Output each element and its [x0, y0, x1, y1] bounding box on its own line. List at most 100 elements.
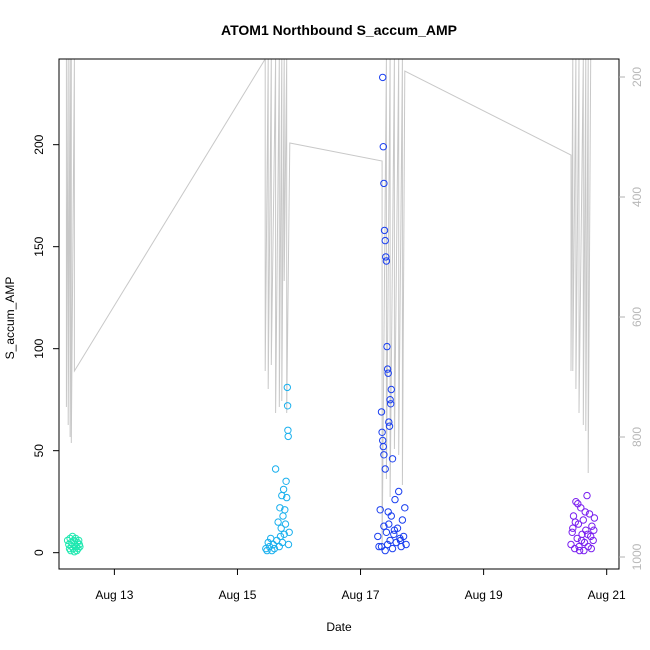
data-point-s1-27: [284, 432, 292, 441]
data-point-s2-1: [375, 542, 383, 551]
data-point-s2-42: [380, 522, 388, 530]
data-point-s1-24: [283, 383, 291, 392]
data-point-s3-27: [590, 526, 598, 534]
data-point-s2-8: [381, 236, 389, 245]
data-point-s0-16: [74, 544, 82, 553]
y2-tick-label-0: 200: [630, 67, 644, 87]
data-point-s2-27: [385, 520, 393, 528]
data-point-s2-4: [379, 73, 387, 82]
data-point-s2-31: [390, 530, 398, 538]
data-point-s1-13: [276, 532, 285, 541]
data-point-s3-2: [569, 512, 578, 520]
x-tick-label-0: Aug 13: [95, 588, 133, 602]
data-point-s3-21: [575, 542, 583, 551]
data-point-s2-40: [401, 504, 409, 512]
data-point-s2-25: [382, 528, 391, 536]
plot-frame: [58, 58, 620, 570]
data-point-s3-17: [588, 522, 596, 530]
data-point-s2-23: [381, 465, 389, 473]
data-point-s1-3: [265, 542, 274, 551]
data-point-s2-46: [396, 536, 405, 545]
data-point-s3-23: [587, 544, 595, 553]
data-point-s2-22: [380, 451, 388, 459]
data-point-s2-47: [377, 542, 386, 551]
data-point-s2-24: [388, 455, 397, 463]
data-point-s2-44: [384, 508, 392, 516]
y-axis: 0 50 100 150 200: [32, 134, 59, 556]
data-point-s1-25: [283, 402, 292, 410]
data-point-s3-29: [580, 546, 588, 555]
data-point-s2-35: [395, 487, 403, 496]
data-point-s3-4: [572, 498, 580, 506]
data-point-s3-1: [568, 528, 576, 536]
data-point-s1-19: [280, 530, 288, 538]
data-point-s0-9: [70, 536, 78, 545]
data-point-s2-38: [398, 516, 407, 524]
data-point-s1-18: [279, 485, 288, 494]
x-tick-label-2: Aug 17: [342, 588, 380, 602]
data-point-s3-19: [590, 514, 599, 522]
data-point-s2-9: [382, 253, 390, 261]
y2-tick-label-3: 800: [630, 427, 644, 447]
y2-tick-label-1: 400: [630, 187, 644, 207]
y-tick-label-1: 50: [32, 444, 46, 458]
y-tick-label-4: 200: [32, 134, 46, 154]
data-point-s1-12: [276, 504, 284, 512]
data-point-s2-32: [391, 495, 399, 504]
data-point-s1-14: [277, 524, 285, 532]
data-point-s3-0: [567, 540, 575, 549]
data-point-s2-18: [387, 385, 395, 394]
right-y-axis: 200 400 600 800 1000: [619, 67, 644, 570]
data-point-s2-7: [380, 226, 389, 235]
y-tick-label-2: 100: [32, 338, 46, 358]
data-point-s3-13: [583, 491, 591, 500]
data-point-s1-23: [283, 493, 291, 502]
data-point-s2-33: [392, 538, 400, 547]
data-point-s3-25: [577, 536, 586, 545]
data-point-s2-43: [381, 546, 389, 555]
data-point-s3-18: [589, 536, 597, 545]
data-point-s2-5: [379, 143, 387, 151]
data-point-s1-20: [281, 506, 289, 514]
data-point-s3-5: [573, 534, 581, 543]
data-point-s3-3: [571, 544, 579, 553]
data-point-s2-15: [385, 422, 394, 430]
data-point-s2-11: [383, 342, 391, 351]
data-point-s2-10: [382, 257, 391, 265]
y-tick-label-3: 150: [32, 236, 46, 256]
data-point-s2-30: [388, 544, 397, 553]
data-point-s3-10: [579, 516, 587, 524]
data-point-s3-28: [574, 500, 582, 508]
line-series-0: [65, 59, 592, 552]
data-point-s2-0: [374, 532, 382, 541]
x-tick-label-3: Aug 19: [465, 588, 503, 602]
data-point-s1-7: [270, 544, 279, 553]
data-point-s1-28: [284, 540, 293, 549]
data-point-s2-3: [377, 408, 386, 416]
data-point-s1-8: [271, 465, 280, 473]
data-point-s2-13: [384, 369, 392, 377]
data-point-s2-19: [378, 428, 386, 436]
data-point-s1-22: [282, 477, 290, 485]
x-tick-label-4: Aug 21: [588, 588, 626, 602]
data-point-s2-17: [387, 400, 395, 408]
data-point-s2-16: [386, 396, 394, 404]
data-point-s2-12: [383, 365, 392, 373]
data-point-s1-26: [284, 426, 292, 434]
data-point-s2-41: [402, 540, 410, 549]
data-point-s3-26: [583, 530, 592, 538]
data-point-s0-19: [76, 542, 84, 551]
data-point-s3-24: [571, 518, 579, 526]
data-point-s1-1: [263, 546, 271, 555]
chart-title: ATOM1 Northbound S_accum_AMP: [221, 22, 457, 38]
data-point-s3-7: [575, 546, 584, 555]
data-point-s1-21: [281, 520, 290, 528]
y-axis-label: S_accum_AMP: [3, 277, 17, 360]
data-point-s2-2: [376, 506, 384, 514]
x-tick-label-1: Aug 15: [218, 588, 256, 602]
data-point-s2-14: [385, 418, 393, 426]
data-point-s2-6: [380, 179, 388, 188]
data-point-s2-21: [379, 442, 387, 451]
data-point-s1-17: [279, 512, 287, 520]
